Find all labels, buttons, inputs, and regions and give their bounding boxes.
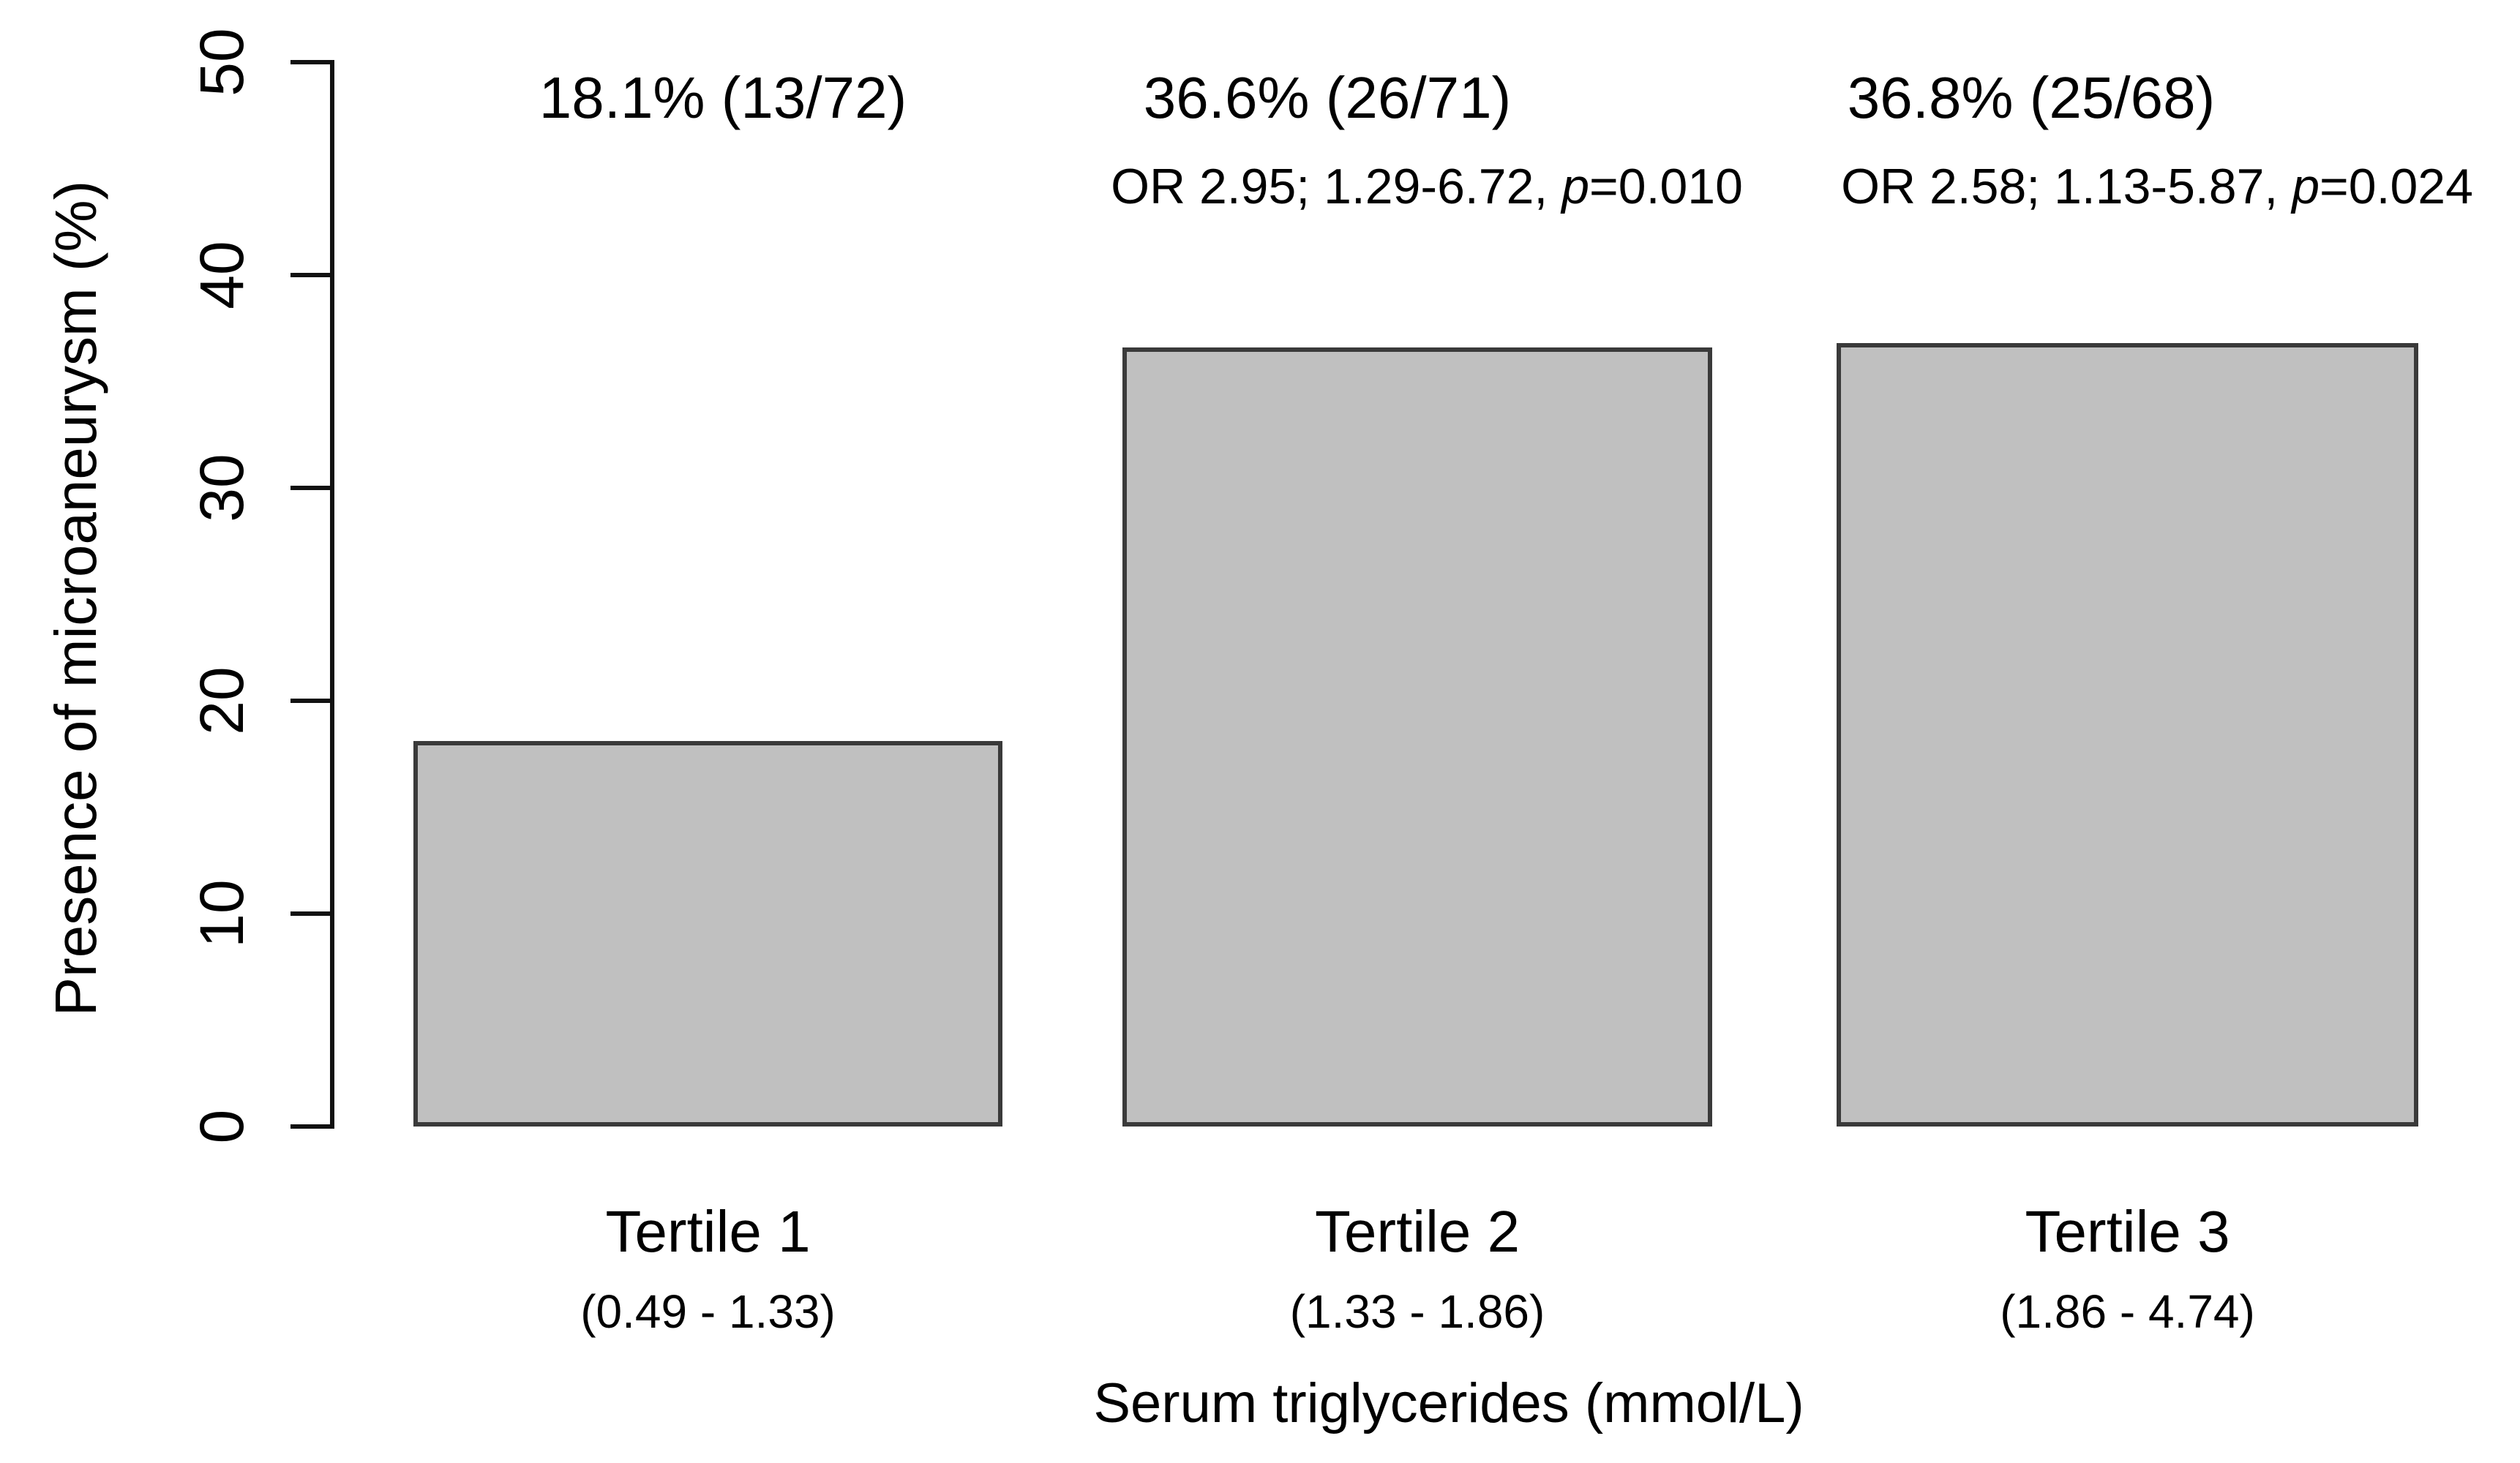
x-axis-title: Serum triglycerides (mmol/L) xyxy=(1093,1372,1804,1434)
y-tick xyxy=(290,60,330,64)
y-axis-spine xyxy=(330,60,334,1129)
p-value-label: p xyxy=(1561,159,1590,214)
y-tick-label: 50 xyxy=(187,28,256,97)
y-tick-label: 0 xyxy=(187,1109,256,1144)
y-axis-title: Presence of microaneurysm (%) xyxy=(43,180,108,1017)
x-category-range: (1.86 - 4.74) xyxy=(2000,1285,2255,1338)
p-value-text: =0.024 xyxy=(2320,159,2473,214)
bar-annotation-odds-ratio: OR 2.95; 1.29-6.72, p=0.010 xyxy=(1111,162,1743,211)
bar-annotation-percent: 36.6% (26/71) xyxy=(1143,65,1512,130)
bar xyxy=(1837,343,2418,1127)
bar-annotation-percent: 36.8% (25/68) xyxy=(1847,65,2216,130)
x-category-range: (1.33 - 1.86) xyxy=(1289,1285,1545,1338)
bar xyxy=(413,741,1002,1127)
y-tick-label: 40 xyxy=(187,241,256,309)
y-tick xyxy=(290,699,330,703)
x-category-range: (0.49 - 1.33) xyxy=(580,1285,836,1338)
y-tick xyxy=(290,486,330,490)
p-value-label: p xyxy=(2292,159,2320,214)
bar-annotation-odds-ratio: OR 2.58; 1.13-5.87, p=0.024 xyxy=(1841,162,2473,211)
y-tick xyxy=(290,911,330,916)
x-category-label: Tertile 1 xyxy=(605,1199,811,1264)
or-text: OR 2.58; 1.13-5.87, xyxy=(1841,159,2292,214)
bar xyxy=(1122,347,1712,1127)
y-tick-label: 20 xyxy=(187,666,256,735)
or-text: OR 2.95; 1.29-6.72, xyxy=(1111,159,1562,214)
x-category-label: Tertile 3 xyxy=(2025,1199,2230,1264)
p-value-text: =0.010 xyxy=(1589,159,1743,214)
x-category-label: Tertile 2 xyxy=(1314,1199,1520,1264)
y-tick-label: 30 xyxy=(187,454,256,522)
y-tick xyxy=(290,1124,330,1129)
y-tick xyxy=(290,273,330,277)
y-tick-label: 10 xyxy=(187,879,256,948)
bar-annotation-percent: 18.1% (13/72) xyxy=(539,65,907,130)
